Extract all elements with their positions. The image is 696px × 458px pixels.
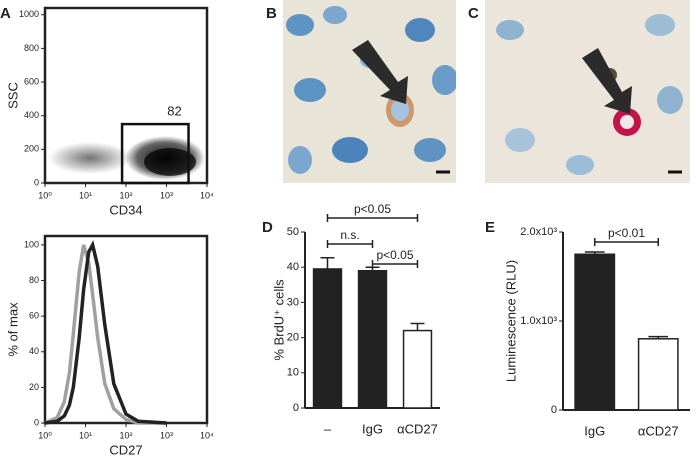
bar bbox=[637, 338, 679, 411]
panel-label: B bbox=[266, 5, 277, 22]
x-tick-label: IgG bbox=[362, 421, 383, 436]
x-tick-label: 10¹ bbox=[79, 430, 92, 440]
significance-label: p<0.05 bbox=[376, 248, 413, 262]
significance-bracket bbox=[594, 238, 659, 246]
x-axis-label: CD27 bbox=[109, 442, 142, 457]
bar bbox=[402, 329, 433, 409]
y-tick-label: 600 bbox=[24, 76, 39, 86]
panel-label: A bbox=[0, 5, 11, 22]
panel-label: E bbox=[485, 219, 495, 236]
y-tick-label: 400 bbox=[24, 110, 39, 120]
micrograph-c bbox=[485, 0, 690, 183]
y-tick-label: 2.0x10³ bbox=[520, 226, 557, 238]
axes-frame bbox=[43, 234, 209, 425]
error-bar bbox=[648, 335, 669, 339]
y-tick-label: 0 bbox=[34, 177, 39, 187]
error-bar bbox=[584, 251, 605, 255]
histogram-line bbox=[44, 240, 167, 425]
gate bbox=[120, 122, 190, 185]
y-tick-label: 50 bbox=[287, 226, 299, 238]
significance-label: n.s. bbox=[340, 228, 359, 242]
x-tick-label: – bbox=[324, 421, 332, 436]
error-bar bbox=[410, 322, 425, 331]
error-bar bbox=[320, 256, 335, 269]
panel-label: D bbox=[262, 219, 273, 236]
panel-label: C bbox=[468, 5, 479, 22]
scatter-cloud bbox=[48, 136, 205, 180]
y-tick-label: 40 bbox=[287, 261, 299, 273]
significance-label: p<0.01 bbox=[608, 226, 645, 240]
bar bbox=[357, 269, 388, 409]
y-tick-label: 30 bbox=[287, 296, 299, 308]
x-tick-label: αCD27 bbox=[397, 421, 438, 436]
y-tick-label: 0 bbox=[551, 404, 557, 416]
x-tick-label: 10⁴ bbox=[200, 190, 214, 200]
x-tick-label: 10³ bbox=[160, 430, 173, 440]
y-tick-label: 200 bbox=[24, 144, 39, 154]
y-tick-label: 100 bbox=[24, 239, 39, 249]
y-tick-label: 0 bbox=[34, 417, 39, 427]
y-tick-label: 20 bbox=[287, 332, 299, 344]
y-tick-label: 10 bbox=[287, 367, 299, 379]
bar bbox=[574, 253, 616, 411]
gate-label: 82 bbox=[167, 104, 181, 119]
x-axis-label: CD34 bbox=[109, 202, 142, 217]
y-tick-label: 20 bbox=[29, 382, 39, 392]
x-tick-label: IgG bbox=[584, 423, 605, 438]
x-tick-label: 10³ bbox=[160, 190, 173, 200]
y-axis-label: SSC bbox=[5, 82, 20, 109]
y-tick-label: 800 bbox=[24, 43, 39, 53]
bar bbox=[312, 268, 343, 409]
significance-bracket bbox=[326, 214, 419, 222]
y-axis-label: % of max bbox=[5, 302, 20, 357]
x-tick-label: 10⁰ bbox=[38, 430, 52, 440]
y-axis-label: % BrdU⁺ cells bbox=[271, 279, 286, 361]
x-tick-label: 10² bbox=[119, 430, 132, 440]
significance-bracket bbox=[326, 240, 374, 248]
significance-bracket bbox=[371, 260, 419, 268]
significance-label: p<0.05 bbox=[354, 202, 391, 216]
x-tick-label: 10¹ bbox=[79, 190, 92, 200]
x-tick-label: 10⁰ bbox=[38, 190, 52, 200]
y-tick-label: 60 bbox=[29, 311, 39, 321]
y-tick-label: 0 bbox=[293, 402, 299, 414]
x-tick-label: 10² bbox=[119, 190, 132, 200]
x-tick-label: αCD27 bbox=[638, 423, 679, 438]
y-tick-label: 1.0x10³ bbox=[520, 315, 557, 327]
y-tick-label: 80 bbox=[29, 275, 39, 285]
x-tick-label: 10⁴ bbox=[200, 430, 214, 440]
y-tick-label: 40 bbox=[29, 346, 39, 356]
y-tick-label: 1000 bbox=[19, 9, 39, 19]
y-axis-label: Luminescence (RLU) bbox=[503, 260, 518, 382]
micrograph-b bbox=[283, 0, 456, 183]
